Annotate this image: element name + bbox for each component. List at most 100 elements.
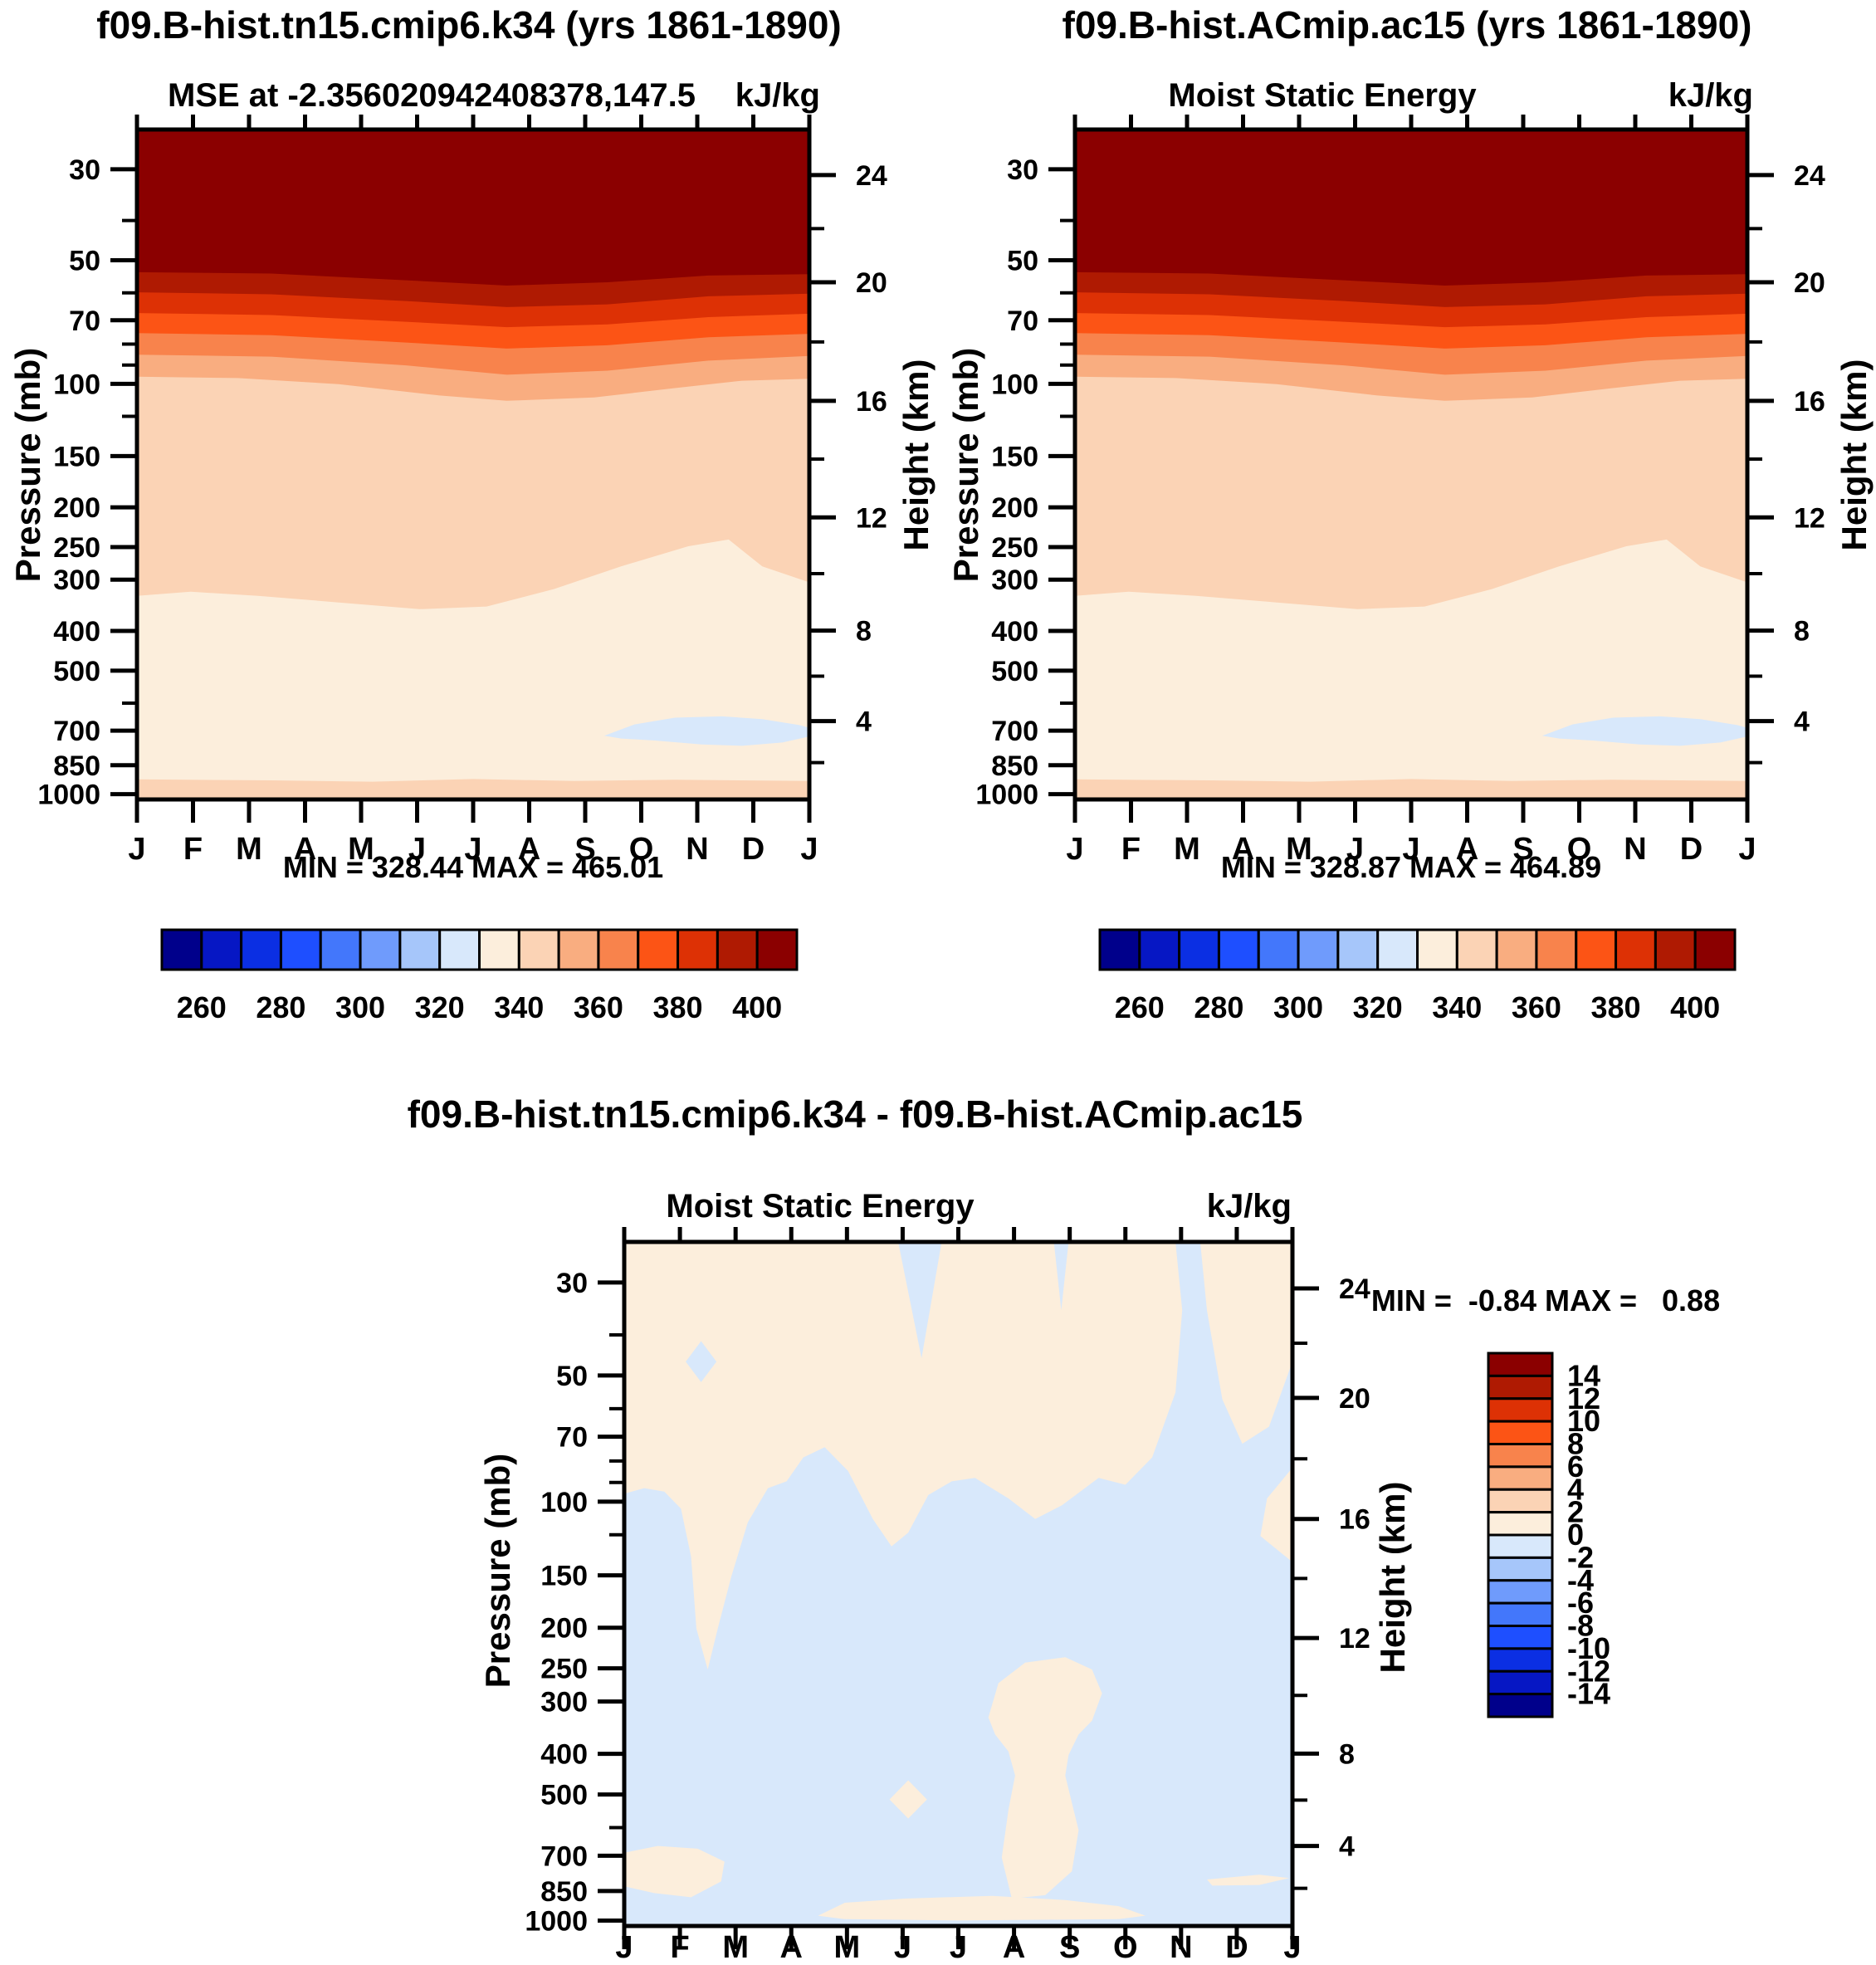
colorbar-box	[1138, 928, 1181, 971]
colorbar-box	[1487, 1397, 1554, 1423]
height-axis-label-right: Height (km)	[1834, 359, 1874, 551]
height-tick-label: 4	[856, 706, 872, 738]
colorbar-tick-label: -14	[1567, 1677, 1610, 1711]
colorbar-tick-label: 6	[1567, 1449, 1584, 1484]
panel-top-left-title: f09.B-hist.tn15.cmip6.k34 (yrs 1861-1890…	[96, 3, 842, 46]
pressure-tick-label: 30	[69, 154, 100, 186]
plot-frame	[622, 1239, 1295, 1928]
month-axis-label: D	[742, 832, 765, 867]
month-axis-label: A	[294, 832, 316, 867]
colorbar-box	[1178, 928, 1220, 971]
colorbar-box	[200, 928, 243, 971]
month-axis-label: A	[518, 832, 540, 867]
colorbar-box	[1487, 1374, 1554, 1400]
pressure-tick-label: 150	[53, 441, 100, 472]
diff-positive-bottom-strip	[818, 1895, 1146, 1921]
diff-positive-right-wedge	[1260, 1467, 1292, 1562]
colorbar-tick-label: -2	[1567, 1540, 1594, 1574]
pressure-tick-label: 1000	[975, 780, 1038, 811]
plot-frame	[1072, 127, 1750, 802]
month-axis-label: S	[574, 832, 595, 867]
colorbar-box	[1535, 928, 1578, 971]
colorbar-box	[517, 928, 560, 971]
month-axis-label: M	[1286, 832, 1312, 867]
height-tick-label: 24	[1794, 160, 1825, 192]
pressure-tick-label: 150	[991, 441, 1038, 472]
colorbar-box	[1416, 928, 1458, 971]
diff-positive-upper-region	[624, 1242, 1183, 1669]
month-axis-label: J	[800, 832, 818, 867]
colorbar-tick-label: -10	[1567, 1631, 1610, 1665]
pressure-tick-label: 70	[1007, 306, 1038, 337]
contour-band-above-400	[137, 130, 809, 286]
month-axis-label: A	[1456, 832, 1478, 867]
pressure-tick-label: 300	[540, 1687, 588, 1718]
height-tick-label: 20	[856, 267, 887, 299]
colorbar-tick-label: 380	[1591, 990, 1641, 1024]
pressure-tick-label: 50	[556, 1361, 588, 1392]
colorbar-box	[1257, 928, 1300, 971]
month-axis-label: F	[183, 832, 203, 867]
colorbar-box	[1487, 1488, 1554, 1514]
colorbar-tick-label: 4	[1567, 1472, 1584, 1506]
diff-positive-right-sliver	[1207, 1875, 1289, 1886]
month-axis-label: J	[894, 1930, 911, 1965]
pressure-tick-label: 300	[991, 565, 1038, 596]
height-tick-label: 4	[1794, 706, 1810, 738]
panel-top-right-title: f09.B-hist.ACmip.ac15 (yrs 1861-1890)	[1062, 3, 1752, 46]
diff-negative-diamond	[686, 1341, 717, 1382]
pressure-tick-label: 100	[53, 369, 100, 400]
colorbar-box	[677, 928, 719, 971]
colorbar-box	[716, 928, 759, 971]
height-tick-label: 8	[856, 616, 872, 648]
height-tick-label: 8	[1339, 1738, 1355, 1770]
colorbar-box	[1487, 1511, 1554, 1537]
height-tick-label: 4	[1339, 1831, 1355, 1863]
colorbar-box	[1487, 1465, 1554, 1491]
pressure-tick-label: 30	[556, 1268, 588, 1299]
panel-top-left-units: kJ/kg	[735, 77, 820, 114]
colorbar-box	[438, 928, 481, 971]
panel-top-right-units: kJ/kg	[1668, 77, 1753, 114]
diff-positive-topright-region	[1199, 1242, 1292, 1444]
colorbar-tick-label: 280	[256, 990, 305, 1024]
pressure-tick-label: 250	[540, 1654, 588, 1685]
colorbar-tick-label: 12	[1567, 1381, 1600, 1415]
colorbar-box	[1098, 928, 1141, 971]
diff-positive-small-diamond	[889, 1780, 927, 1819]
pressure-tick-label: 200	[540, 1613, 588, 1645]
colorbar-tick-label: 360	[1512, 990, 1561, 1024]
colorbar-box	[1487, 1556, 1554, 1582]
month-axis-label: D	[1680, 832, 1703, 867]
colorbar-tick-label: 300	[1273, 990, 1323, 1024]
height-tick-label: 24	[1339, 1273, 1370, 1305]
colorbar-box	[1487, 1669, 1554, 1696]
colorbar-box	[1487, 1533, 1554, 1559]
month-axis-label: F	[670, 1930, 689, 1965]
colorbar-box	[1455, 928, 1498, 971]
month-axis-label: N	[1170, 1930, 1192, 1965]
month-axis-label: A	[1003, 1930, 1025, 1965]
colorbar-box	[1487, 1352, 1554, 1377]
colorbar-box	[319, 928, 362, 971]
month-axis-label: A	[780, 1930, 803, 1965]
plot-frame	[134, 127, 812, 802]
pressure-tick-label: 500	[991, 656, 1038, 687]
colorbar-tick-label: -12	[1567, 1654, 1610, 1688]
pressure-tick-label: 150	[540, 1561, 588, 1592]
colorbar-tick-label: 8	[1567, 1427, 1584, 1461]
height-tick-label: 12	[1339, 1623, 1370, 1655]
colorbar-box	[1487, 1693, 1554, 1718]
colorbar-tick-label: 340	[1432, 990, 1482, 1024]
colorbar-tick-label: 2	[1567, 1495, 1584, 1529]
colorbar-tick-label: 0	[1567, 1518, 1584, 1552]
colorbar-box	[1693, 928, 1737, 971]
colorbar-box	[1217, 928, 1260, 971]
pressure-tick-label: 400	[540, 1739, 588, 1771]
colorbar-tick-label: 320	[415, 990, 465, 1024]
pressure-tick-label: 400	[53, 616, 100, 648]
colorbar-tick-label: 340	[494, 990, 544, 1024]
colorbar-tick-label: 400	[732, 990, 782, 1024]
month-axis-label: J	[1738, 832, 1756, 867]
